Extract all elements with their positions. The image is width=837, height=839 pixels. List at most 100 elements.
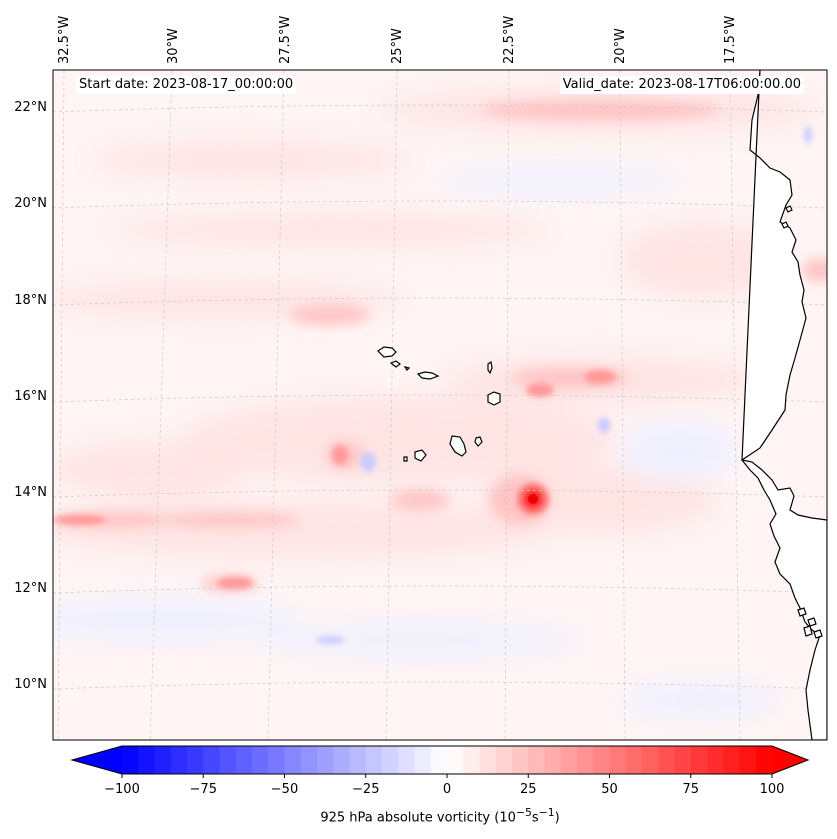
colorbar: −100 −75 −50 −25 0 25 50 75 100 xyxy=(70,745,810,797)
colorbar-cells xyxy=(72,746,808,774)
longitude-labels: 32.5°W 30°W 27.5°W 25°W 22.5°W 20°W 17.5… xyxy=(57,16,738,64)
canary-islands xyxy=(781,205,793,229)
lat-label-10n: 10°N xyxy=(14,677,47,692)
lat-label-22n: 22°N xyxy=(14,100,47,115)
colorbar-tick-label: 25 xyxy=(520,782,537,797)
colorbar-cell xyxy=(122,746,139,774)
colorbar-cell xyxy=(495,746,513,774)
colorbar-extend-high xyxy=(772,746,808,774)
cape-verde-sao-vicente xyxy=(389,360,401,368)
colorbar-tick-label: 50 xyxy=(601,782,618,797)
start-date-label: Start date: 2023-08-17_00:00:00 xyxy=(76,76,297,94)
colorbar-ticks: −100 −75 −50 −25 0 25 50 75 100 xyxy=(104,774,784,797)
colorbar-cell xyxy=(138,746,156,774)
colorbar-tick-label: 0 xyxy=(443,782,451,797)
lat-label-12n: 12°N xyxy=(14,581,47,596)
lon-label-32-5w: 32.5°W xyxy=(57,16,72,64)
colorbar-cell xyxy=(755,746,773,774)
colorbar-extend-low xyxy=(72,746,122,774)
colorbar-cell xyxy=(625,746,643,774)
lon-label-20w: 20°W xyxy=(613,28,628,64)
colorbar-cell xyxy=(203,746,221,774)
cape-verde-sal xyxy=(487,360,493,375)
lat-label-20n: 20°N xyxy=(14,196,47,211)
colorbar-cell xyxy=(365,746,383,774)
vorticity-broad-negative xyxy=(53,166,780,720)
colorbar-cell xyxy=(284,746,302,774)
cape-verde-boa-vista xyxy=(487,391,501,406)
colorbar-cell xyxy=(398,746,416,774)
colorbar-cell xyxy=(723,746,741,774)
colorbar-cell xyxy=(674,746,692,774)
gridlines xyxy=(53,70,827,740)
africa-coastline xyxy=(740,70,827,740)
coastlines xyxy=(377,70,827,740)
colorbar-label-exp1: −5 xyxy=(515,806,532,819)
latitude-labels: 22°N 20°N 18°N 16°N 14°N 12°N 10°N xyxy=(14,100,47,692)
colorbar-cell xyxy=(235,746,253,774)
vorticity-strong-positive xyxy=(54,370,616,589)
colorbar-tick-label: −50 xyxy=(271,782,298,797)
vorticity-field xyxy=(53,85,827,720)
colorbar-cell xyxy=(219,746,237,774)
colorbar-cell xyxy=(642,746,659,774)
colorbar-cell xyxy=(658,746,676,774)
colorbar-cell xyxy=(447,746,464,774)
colorbar-cell xyxy=(609,746,627,774)
lat-label-16n: 16°N xyxy=(14,389,47,404)
colorbar-tick-label: 75 xyxy=(682,782,699,797)
colorbar-cell xyxy=(187,746,204,774)
colorbar-cell xyxy=(268,746,286,774)
vorticity-negative-cores xyxy=(316,126,812,644)
colorbar-tick-label: −75 xyxy=(190,782,217,797)
cape-verde-santiago xyxy=(449,435,467,457)
cape-verde-santa-luzia xyxy=(403,366,411,371)
colorbar-cell xyxy=(512,746,529,774)
bissagos-islands xyxy=(797,607,823,639)
map-frame xyxy=(52,69,828,741)
colorbar-label-exp2: −1 xyxy=(538,806,555,819)
colorbar-cell xyxy=(430,746,448,774)
map-panel xyxy=(52,69,828,741)
cape-verde-fogo xyxy=(414,449,427,462)
colorbar-cell xyxy=(479,746,497,774)
vortex-core xyxy=(517,483,549,515)
colorbar-cell xyxy=(382,746,399,774)
colorbar-tick-label: 100 xyxy=(760,782,785,797)
colorbar-cell xyxy=(577,746,594,774)
colorbar-cell xyxy=(544,746,562,774)
colorbar-tick-label: −100 xyxy=(104,782,140,797)
colorbar-cell xyxy=(739,746,757,774)
cape-verde-brava xyxy=(403,456,408,462)
colorbar-label-mid: s xyxy=(531,810,539,826)
colorbar-label-prefix: 925 hPa absolute vorticity (10 xyxy=(320,810,516,826)
colorbar-cell xyxy=(690,746,708,774)
colorbar-cell xyxy=(560,746,578,774)
colorbar-label-suffix: ) xyxy=(554,810,560,826)
colorbar-cell xyxy=(170,746,188,774)
colorbar-cell xyxy=(528,746,546,774)
colorbar-cell xyxy=(333,746,351,774)
colorbar-cell xyxy=(707,746,724,774)
colorbar-cell xyxy=(300,746,318,774)
valid-date-label: Valid_date: 2023-08-17T06:00:00.00 xyxy=(559,76,804,94)
colorbar-cell xyxy=(252,746,269,774)
lon-label-22-5w: 22.5°W xyxy=(502,16,517,64)
colorbar-cell xyxy=(463,746,481,774)
colorbar-cell xyxy=(593,746,611,774)
cape-verde-sao-nicolau xyxy=(416,371,440,380)
colorbar-cell xyxy=(317,746,334,774)
colorbar-cell xyxy=(349,746,367,774)
cape-verde-santo-antao xyxy=(377,346,397,358)
vorticity-broad-positive xyxy=(53,85,820,560)
lon-label-25w: 25°W xyxy=(390,28,405,64)
cape-verde-maio xyxy=(474,436,483,447)
colorbar-label: 925 hPa absolute vorticity (10−5s−1) xyxy=(0,806,837,825)
lon-label-27-5w: 27.5°W xyxy=(278,16,293,64)
lon-label-17-5w: 17.5°W xyxy=(723,16,738,64)
colorbar-cell xyxy=(414,746,432,774)
lon-label-30w: 30°W xyxy=(166,28,181,64)
colorbar-cell xyxy=(154,746,172,774)
lat-label-14n: 14°N xyxy=(14,485,47,500)
